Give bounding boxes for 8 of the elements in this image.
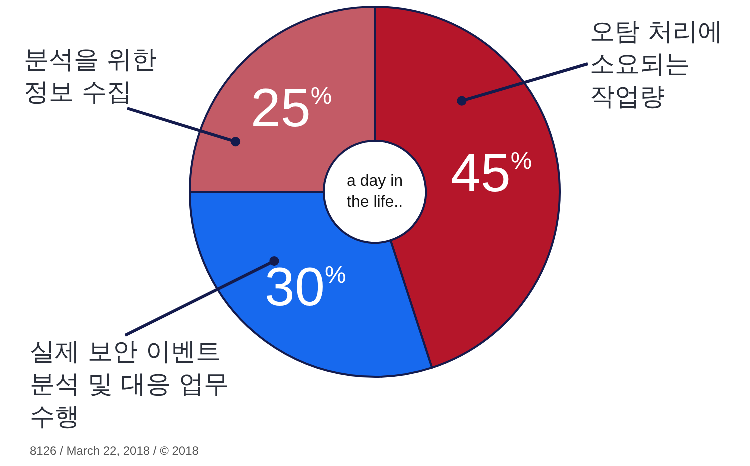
text: 8126 / March 22, 2018 / © 2018 [30,444,200,458]
data-label: 45$^{%}$ [450,144,532,204]
text: a day in the life.. [347,173,404,211]
slice-label: 실제 보안 이벤트 분석 및 대응 업무 수행 [30,337,229,431]
data-label: 30$^{%}$ [264,257,346,318]
slice-label: 분석을 위한 정보 수집 [24,45,157,106]
slice-label: 오탐 처리에 소요되는 작업량 [590,17,723,111]
data-label: 25$^{%}$ [250,78,332,139]
